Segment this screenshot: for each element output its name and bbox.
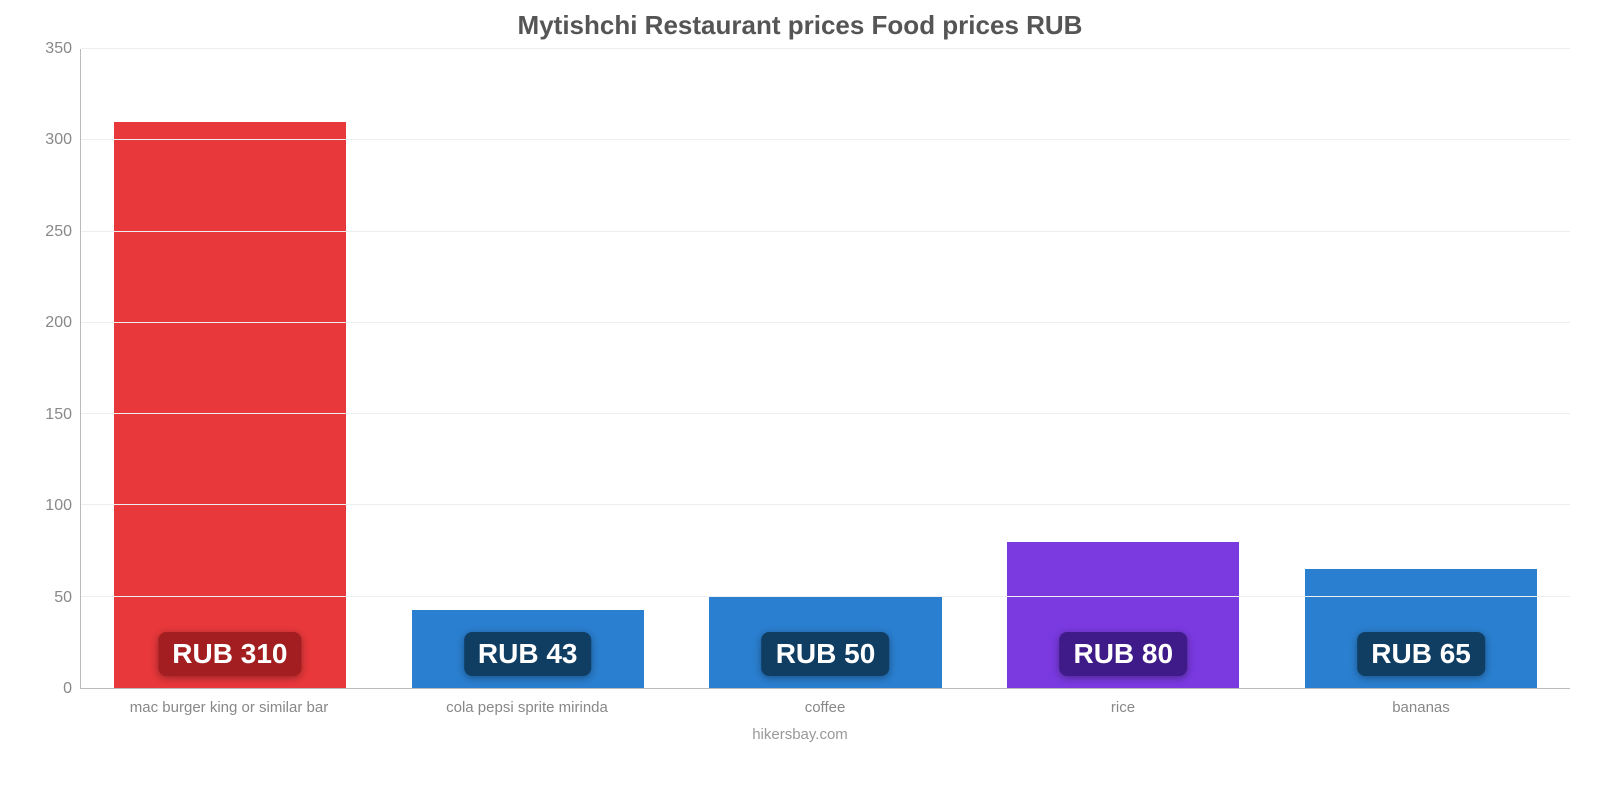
y-tick-label: 0 [63,680,72,698]
bar: RUB 310 [114,122,346,688]
grid-line [81,231,1570,232]
bar-slot: RUB 310 [81,49,379,688]
x-tick-label: rice [974,689,1272,716]
grid-line [81,139,1570,140]
bar: RUB 43 [412,610,644,689]
value-badge: RUB 43 [464,632,592,676]
y-tick-label: 50 [54,589,72,607]
bar: RUB 80 [1007,542,1239,688]
bars-layer: RUB 310 RUB 43 RUB 50 RUB 80 RUB 65 [81,49,1570,688]
value-badge: RUB 310 [158,632,301,676]
x-tick-label: cola pepsi sprite mirinda [378,689,676,716]
x-tick-label: bananas [1272,689,1570,716]
grid-line [81,504,1570,505]
plot-area: RUB 310 RUB 43 RUB 50 RUB 80 RUB 65 [80,49,1570,689]
grid-line [81,322,1570,323]
bar-slot: RUB 80 [974,49,1272,688]
y-tick-label: 200 [45,314,72,332]
x-axis-labels: mac burger king or similar barcola pepsi… [80,689,1570,716]
grid-line [81,48,1570,49]
y-tick-label: 100 [45,497,72,515]
chart-container: Mytishchi Restaurant prices Food prices … [0,0,1600,800]
plot-outer: 050100150200250300350 RUB 310RUB 43RUB 5… [30,49,1570,689]
y-tick-label: 150 [45,406,72,424]
chart-source: hikersbay.com [30,726,1570,743]
y-tick-label: 250 [45,223,72,241]
bar-slot: RUB 43 [379,49,677,688]
y-tick-label: 350 [45,40,72,58]
bar-slot: RUB 50 [677,49,975,688]
grid-line [81,596,1570,597]
value-badge: RUB 65 [1357,632,1485,676]
grid-line [81,413,1570,414]
x-tick-label: coffee [676,689,974,716]
chart-title: Mytishchi Restaurant prices Food prices … [30,10,1570,41]
value-badge: RUB 50 [762,632,890,676]
bar: RUB 50 [709,597,941,688]
y-tick-label: 300 [45,131,72,149]
bar-slot: RUB 65 [1272,49,1570,688]
x-tick-label: mac burger king or similar bar [80,689,378,716]
y-axis: 050100150200250300350 [30,49,80,689]
value-badge: RUB 80 [1059,632,1187,676]
bar: RUB 65 [1305,569,1537,688]
